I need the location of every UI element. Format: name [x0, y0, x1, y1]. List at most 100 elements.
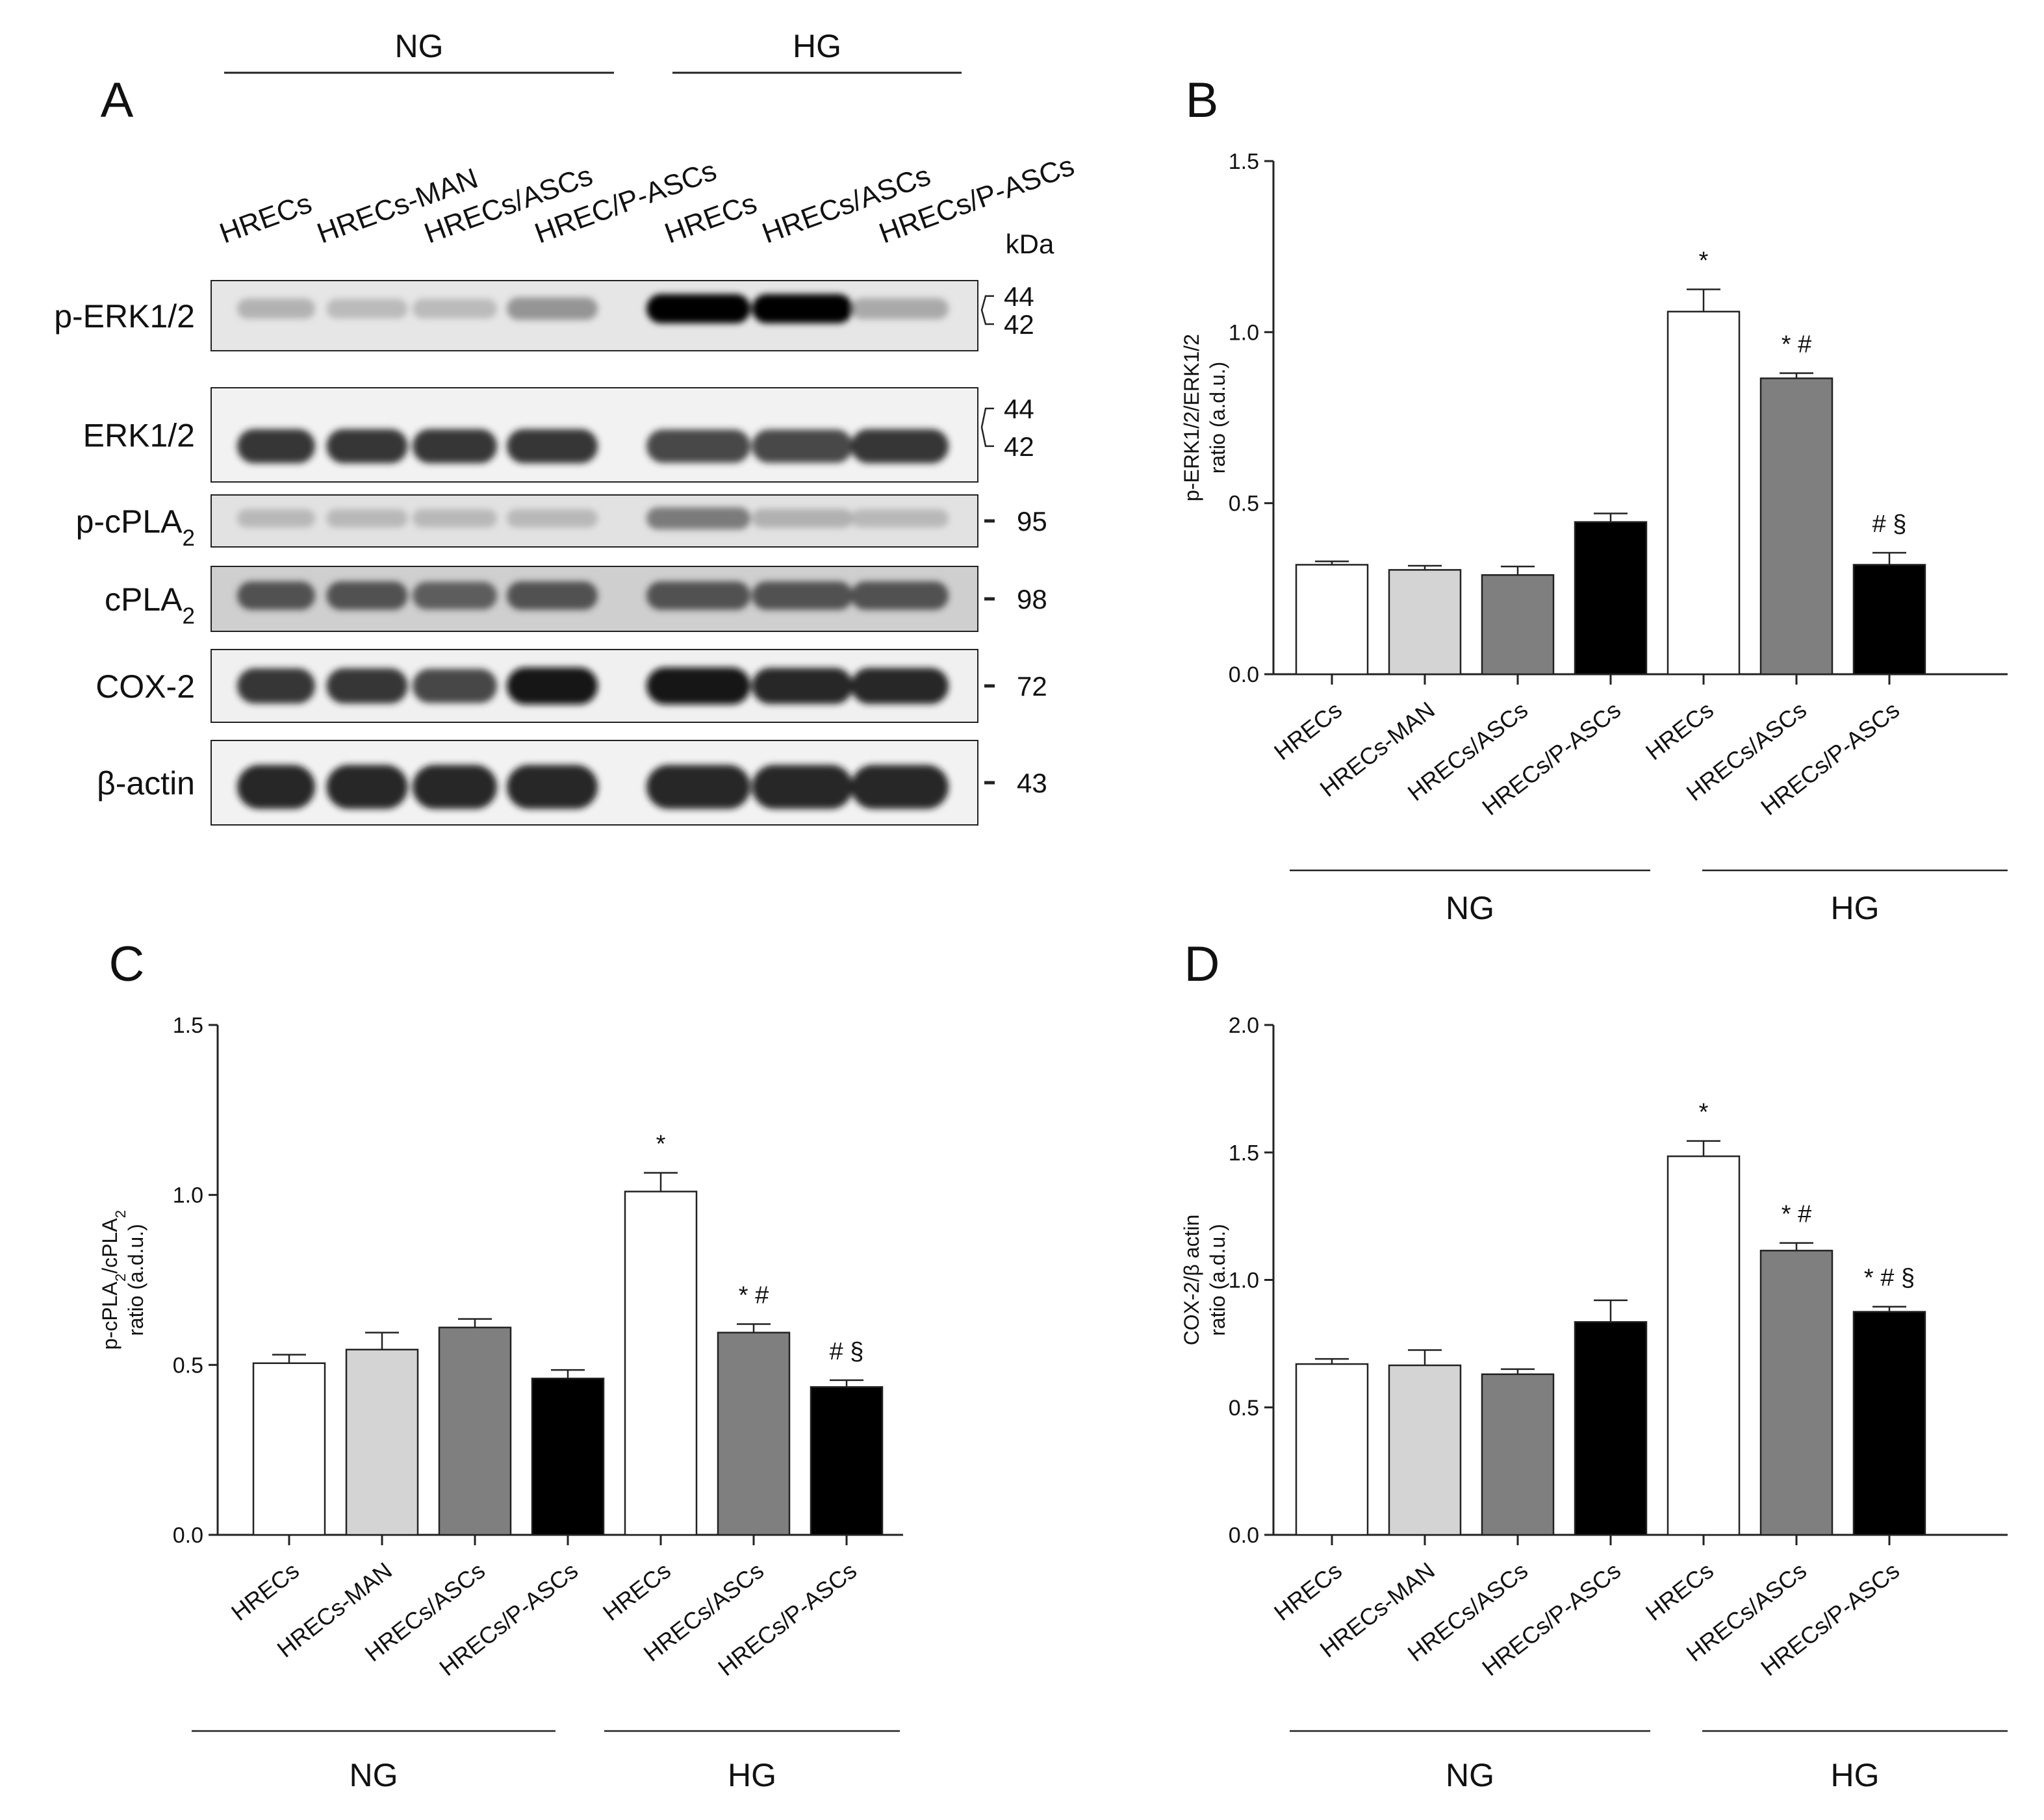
group-label-hg: HG — [1831, 890, 1880, 926]
blot-band — [237, 668, 315, 704]
blot-protein-label-part-0: p-cPLA — [76, 503, 183, 540]
blot-band — [237, 429, 315, 464]
kda-value: 98 — [1017, 584, 1047, 614]
y-axis-label-part-2: /cPLA — [98, 1218, 121, 1274]
y-axis-label-part-0: COX-2/β actin — [1180, 1215, 1203, 1346]
bar — [1667, 1155, 1741, 1536]
bar — [1388, 569, 1462, 676]
blot-row-cpla2: cPLA2 98 — [105, 566, 1047, 632]
blot-band — [507, 509, 598, 528]
blot-band — [413, 765, 497, 809]
group-label-ng: NG — [1446, 1757, 1494, 1793]
kda-label: kDa — [1006, 229, 1054, 259]
bar — [624, 1191, 698, 1536]
panel-letter-d: D — [1184, 937, 1220, 992]
blot-bands — [237, 765, 949, 809]
significance-annotation: # § — [1872, 511, 1907, 538]
blot-protein-label-part-0: p-ERK1/2 — [54, 298, 195, 335]
y-tick-label: 0.0 — [1229, 1523, 1259, 1548]
significance-annotation: * # — [1782, 1201, 1811, 1228]
blot-bands — [237, 507, 949, 529]
blot-band — [326, 668, 408, 704]
x-category-label: HRECs — [1269, 696, 1347, 765]
y-tick-label: 0.5 — [1229, 492, 1259, 516]
blot-bands — [237, 667, 949, 705]
blot-band — [507, 429, 598, 464]
blot-row-p-cpla2: p-cPLA2 95 — [76, 494, 1047, 551]
bar — [1759, 1250, 1833, 1536]
blot-band — [646, 581, 750, 610]
y-tick-label: 0.0 — [173, 1523, 203, 1548]
bar — [1481, 574, 1555, 676]
y-tick-label: 0.5 — [1229, 1396, 1259, 1421]
blot-protein-label-part-0: cPLA — [105, 581, 183, 618]
blot-band — [752, 668, 853, 704]
kda-value: 95 — [1017, 506, 1047, 537]
blot-band — [326, 765, 408, 809]
blot-row-cox-2: COX-2 72 — [96, 649, 1047, 723]
bar — [1667, 310, 1741, 676]
blot-lane-label: HRECs — [216, 187, 316, 249]
y-tick-label: 0.0 — [1229, 663, 1259, 687]
blot-protein-label: p-ERK1/2 — [54, 298, 195, 335]
y-tick-label: 1.0 — [1229, 1269, 1259, 1293]
blot-band — [237, 509, 315, 528]
blot-row-erk1-2: ERK1/2 44 42 — [83, 387, 1034, 483]
significance-annotation: * — [656, 1131, 666, 1158]
bar — [1388, 1364, 1462, 1536]
blot-band — [326, 509, 408, 528]
x-category-label: HRECs — [226, 1557, 304, 1626]
blot-band — [646, 507, 750, 529]
y-tick-label: 2.0 — [1229, 1013, 1259, 1038]
panel-letter-c: C — [109, 937, 145, 992]
blot-protein-label: p-cPLA2 — [76, 503, 195, 551]
blot-band — [326, 298, 408, 319]
kda-bracket — [980, 295, 994, 325]
kda-value: 44 — [1004, 281, 1034, 312]
x-category-label: HRECs — [598, 1557, 676, 1626]
blot-protein-label: cPLA2 — [105, 581, 195, 629]
y-axis-label-part-1: 2 — [112, 1274, 129, 1282]
blot-band — [326, 429, 408, 464]
group-label-hg: HG — [1831, 1757, 1880, 1793]
blot-bands — [237, 581, 949, 610]
blot-band — [237, 581, 315, 610]
blot-protein-label: β-actin — [97, 765, 195, 802]
bar — [1759, 377, 1833, 676]
kda-value: 43 — [1017, 768, 1047, 798]
blot-band — [237, 298, 315, 319]
y-axis-label-part-0: ratio (a.d.u.) — [1206, 362, 1229, 474]
significance-annotation: # § — [830, 1338, 864, 1365]
bar-chart-b: B 0.0 0.5 1.0 1.5 p-ERK1/2/ERK1/2 ratio (a.d.u… — [1180, 73, 2008, 926]
significance-annotation: * # — [739, 1282, 769, 1309]
blot-protein-label: COX-2 — [96, 668, 195, 705]
kda-value: 72 — [1017, 671, 1047, 701]
blot-band — [413, 429, 497, 464]
blot-band — [413, 581, 497, 610]
blot-band — [507, 765, 598, 809]
blot-band — [752, 429, 853, 463]
bar-chart-d: D 0.0 0.5 1.0 1.5 2.0 COX-2/β actin ratio (a.d.… — [1180, 937, 2008, 1793]
blot-band — [851, 765, 949, 809]
bar — [1852, 564, 1926, 676]
blot-protein-label-part-1: 2 — [183, 525, 195, 551]
y-axis-label-part-0: p-cPLA — [98, 1282, 121, 1350]
bar — [1852, 1311, 1926, 1536]
blot-band — [646, 294, 750, 323]
blot-band — [326, 581, 408, 610]
blot-band — [507, 581, 598, 610]
x-category-label: HRECs — [1269, 1557, 1347, 1626]
kda-bracket — [980, 407, 994, 448]
blot-band — [851, 429, 949, 464]
blot-bands — [237, 429, 949, 464]
group-label-ng: NG — [1446, 890, 1494, 926]
y-tick-label: 1.0 — [1229, 320, 1259, 345]
y-axis-label-part-0: ratio (a.d.u.) — [124, 1224, 147, 1336]
blot-band — [752, 765, 853, 809]
significance-annotation: * — [1699, 247, 1709, 275]
y-axis-label: p-cPLA2/cPLA2 — [98, 1210, 129, 1350]
x-category-label: HRECs — [1641, 1557, 1718, 1626]
